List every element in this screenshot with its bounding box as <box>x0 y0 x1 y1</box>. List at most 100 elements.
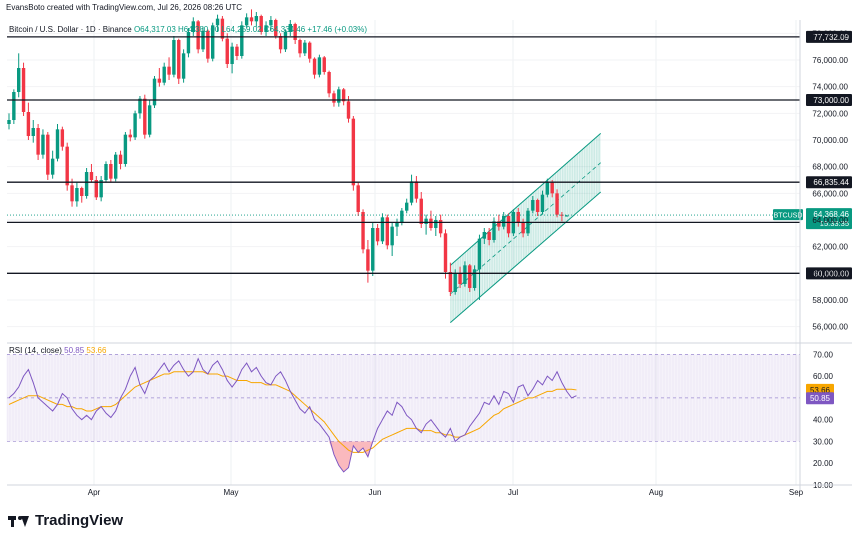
candle-body <box>138 98 142 114</box>
candle-body <box>278 36 283 50</box>
candle-body <box>317 57 322 75</box>
level-label-bg <box>806 176 852 189</box>
level-label: 66,835.44 <box>813 178 849 187</box>
candle-body <box>555 193 559 215</box>
price-axis: 56,000.00 58,000.00 60,000.00 62,000.00 64,0… <box>7 20 852 490</box>
candle-body <box>540 194 545 212</box>
candle-body <box>211 25 215 59</box>
rsi-line <box>8 357 577 473</box>
candle-body <box>327 72 331 94</box>
candle-body <box>506 216 511 234</box>
price-tick-label: 76,000.00 <box>812 56 848 65</box>
candle-body <box>206 30 210 59</box>
candle-body <box>201 30 205 50</box>
level-label: 73,000.00 <box>813 96 849 105</box>
candle-body <box>249 17 254 22</box>
candle-body <box>424 218 428 224</box>
candle-body <box>312 58 317 75</box>
candle-body <box>482 232 486 239</box>
rsi-ma-value-badge: 53.66 <box>810 386 831 395</box>
candle-body <box>545 182 550 195</box>
tradingview-brand[interactable]: TradingView <box>8 512 123 529</box>
time-tick-label: May <box>223 488 238 497</box>
candle-body <box>55 129 60 159</box>
time-tick-label: Aug <box>649 488 663 497</box>
candle-body <box>375 228 380 242</box>
candle-body <box>477 238 482 270</box>
candle-body <box>89 172 94 180</box>
price-tick-label: 70,000.00 <box>812 136 848 145</box>
price-tick-label: 66,000.00 <box>812 189 848 198</box>
last-price-badge-bg <box>806 208 852 230</box>
price-tick-label: 78,000.00 <box>812 29 848 38</box>
level-label: 77,732.09 <box>813 33 849 42</box>
candle-body <box>351 118 356 186</box>
rsi-legend: RSI (14, close) 50.85 53.66 <box>9 346 106 355</box>
level-label-bg <box>806 267 852 280</box>
channel-lower-line <box>450 191 602 324</box>
candle-body <box>283 32 288 50</box>
candle-body <box>104 164 108 180</box>
bar-countdown: 15:33:35 <box>820 219 849 228</box>
candle-body <box>157 78 162 83</box>
candle-body <box>361 212 365 250</box>
candle-body <box>220 18 225 39</box>
candle-body <box>298 40 302 54</box>
candle-body <box>521 222 525 234</box>
candle-body <box>118 154 123 164</box>
price-tick-label: 64,000.00 <box>812 216 848 225</box>
candle-body <box>17 68 21 92</box>
tradingview-logo-icon <box>8 514 30 528</box>
candle-body <box>167 66 171 75</box>
candle-body <box>186 32 191 54</box>
rsi-value-badge: 50.85 <box>810 394 831 403</box>
candle-body <box>390 226 394 246</box>
candle-body <box>453 273 457 292</box>
candle-body <box>419 198 423 224</box>
candle-body <box>172 40 176 75</box>
candle-body <box>244 17 249 26</box>
candle-body <box>143 98 147 135</box>
symbol-badge: BTCUSD <box>774 213 803 220</box>
horizontal-levels: 77,732.0973,000.0066,835.4463,824.4960,0… <box>7 30 852 280</box>
candle-body <box>288 24 292 32</box>
time-axis: Apr May Jun Jul Aug Sep <box>88 488 804 497</box>
channel-upper-line <box>450 132 602 266</box>
rsi-pane: 10.0020.0030.0040.0050.0060.0070.0053.66… <box>6 350 834 490</box>
ohlc-values: O64,317.03 H64,380.00 L64,259.02 C64,334… <box>133 25 368 34</box>
candle-body <box>448 272 453 292</box>
candle-body <box>293 24 297 40</box>
candle-body <box>497 221 501 227</box>
candle-body <box>438 220 443 234</box>
candle-body <box>550 182 554 194</box>
candle-body <box>152 78 157 106</box>
last-price-value: 64,368.46 <box>813 210 849 219</box>
candle-body <box>41 134 45 155</box>
grid-lines <box>7 20 800 485</box>
rsi-tick-label: 20.00 <box>813 459 834 468</box>
price-tick-label: 62,000.00 <box>812 243 848 252</box>
candle-body <box>535 200 540 212</box>
candle-body <box>225 38 229 64</box>
candle-body <box>50 158 55 175</box>
candle-body <box>259 16 263 32</box>
rsi-tick-label: 70.00 <box>813 350 834 359</box>
candle-body <box>191 21 195 32</box>
candle-body <box>356 185 360 212</box>
candle-body <box>487 232 491 240</box>
candle-body <box>405 202 409 211</box>
candle-body <box>84 172 89 196</box>
level-label-bg <box>806 30 852 43</box>
candle-body <box>230 46 234 64</box>
candle-body <box>235 46 239 56</box>
candle-body <box>162 66 166 83</box>
candle-body <box>99 180 103 198</box>
rsi-legend-value: 50.85 <box>64 346 85 355</box>
candle-body <box>332 93 336 103</box>
candle-body <box>468 265 472 288</box>
candle-body <box>109 164 113 179</box>
candle-body <box>128 134 132 138</box>
candle-body <box>395 222 399 227</box>
candle-body <box>274 20 278 36</box>
